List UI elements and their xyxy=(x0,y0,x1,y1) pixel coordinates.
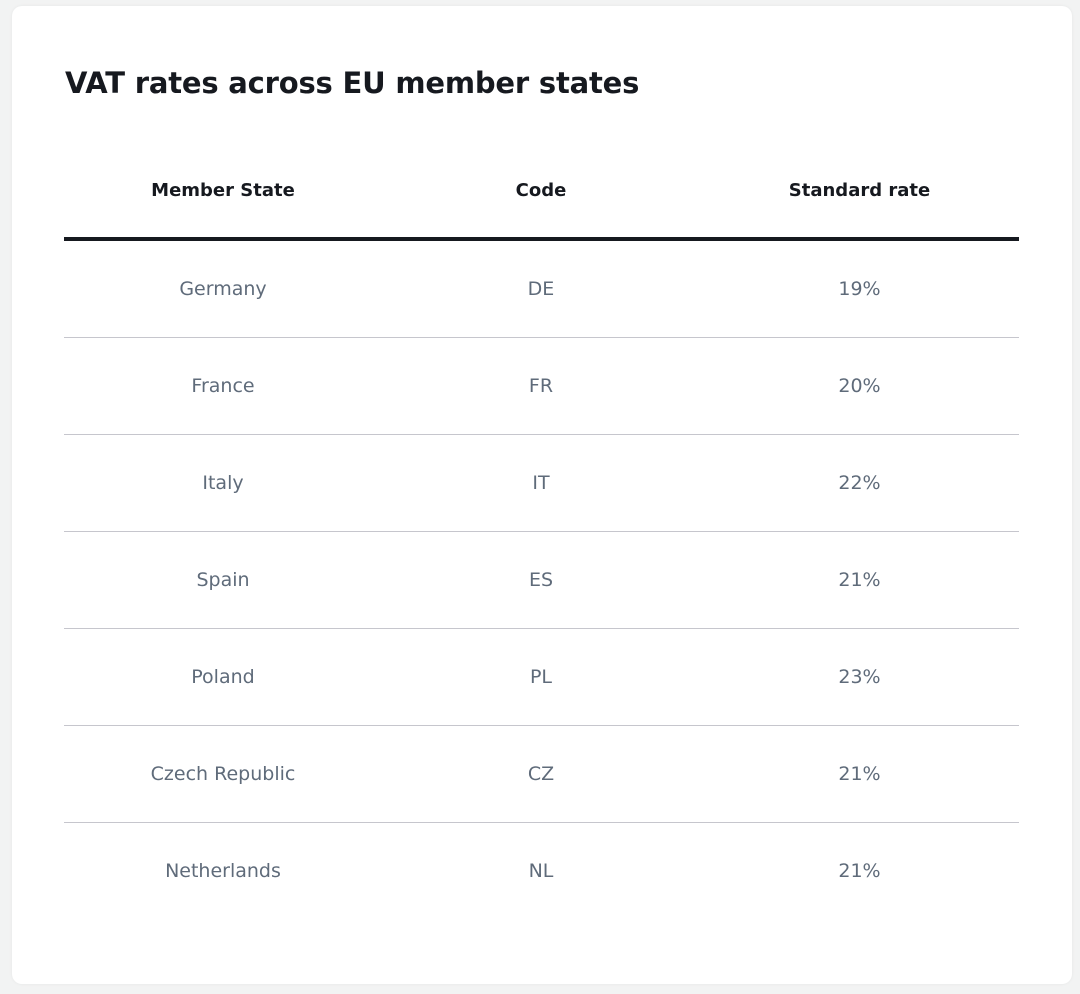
member-state-cell: Italy xyxy=(64,434,382,532)
code-cell: ES xyxy=(382,531,700,629)
member-state-cell: Czech Republic xyxy=(64,725,382,823)
standard-rate-cell: 22% xyxy=(700,434,1019,532)
code-cell: CZ xyxy=(382,725,700,823)
code-cell: FR xyxy=(382,337,700,435)
code-cell: DE xyxy=(382,239,700,338)
member-state-cell: Germany xyxy=(64,239,382,338)
standard-rate-cell: 21% xyxy=(700,725,1019,823)
standard-rate-cell: 21% xyxy=(838,860,881,882)
code-cell: NL xyxy=(528,860,554,882)
member-state-cell: France xyxy=(64,337,382,435)
table-row: Spain ES 21% xyxy=(64,531,1019,629)
member-state-cell: Netherlands xyxy=(165,860,281,882)
table-body: Germany DE 19% France FR 20% Italy IT 22… xyxy=(64,239,1019,919)
table-row: Italy IT 22% xyxy=(64,434,1019,532)
table-row: Germany DE 19% xyxy=(64,239,1019,338)
vat-rates-table: Member State Code Standard rate Germany … xyxy=(64,143,1019,919)
table-row: France FR 20% xyxy=(64,337,1019,435)
standard-rate-cell: 23% xyxy=(700,628,1019,726)
member-state-cell: Poland xyxy=(64,628,382,726)
table-row: Netherlands NL 21% xyxy=(64,823,1019,920)
member-state-cell: Spain xyxy=(64,531,382,629)
table-header: Member State Code Standard rate xyxy=(64,143,1019,241)
column-header-standard-rate: Standard rate xyxy=(700,143,1019,241)
standard-rate-cell: 20% xyxy=(700,337,1019,435)
table-row: Czech Republic CZ 21% xyxy=(64,725,1019,823)
table-row: Poland PL 23% xyxy=(64,628,1019,726)
code-cell: IT xyxy=(382,434,700,532)
header-row: Member State Code Standard rate xyxy=(64,143,1019,241)
vat-rates-card: VAT rates across EU member states Member… xyxy=(12,6,1072,984)
standard-rate-cell: 21% xyxy=(700,531,1019,629)
page-title: VAT rates across EU member states xyxy=(65,66,640,100)
column-header-member-state: Member State xyxy=(64,143,382,241)
column-header-code: Code xyxy=(382,143,700,241)
code-cell: PL xyxy=(382,628,700,726)
standard-rate-cell: 19% xyxy=(700,239,1019,338)
